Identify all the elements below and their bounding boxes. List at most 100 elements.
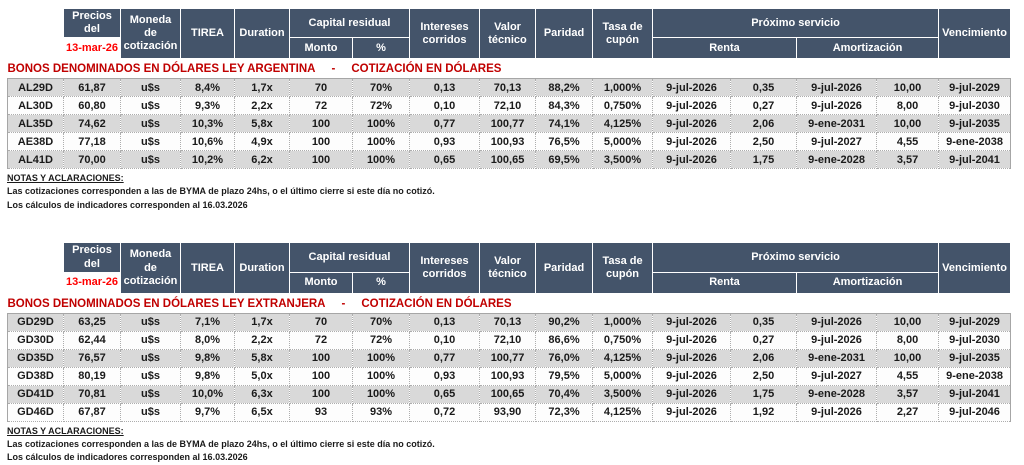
table-row: AL35D 74,62 u$s 10,3% 5,8x 100 100% 0,77 100,77 7… — [7, 114, 1012, 134]
table-cell: 0,65 — [409, 384, 481, 404]
ticker-cell: AE38D — [7, 132, 64, 152]
table-cell: 100,93 — [479, 132, 537, 152]
table-cell: 0,35 — [730, 78, 798, 98]
section-subtitle: COTIZACIÓN EN DÓLARES — [361, 297, 512, 310]
table-cell: 0,27 — [730, 96, 798, 116]
table-cell: 0,93 — [409, 132, 481, 152]
table-cell: 9-ene-2028 — [796, 150, 878, 170]
table-cell: 9-ene-2028 — [796, 384, 878, 404]
ticker-cell: AL29D — [7, 78, 64, 98]
table-cell: 100% — [351, 114, 411, 134]
notes-heading: NOTAS Y ACLARACIONES: — [7, 425, 124, 436]
table-cell: 4,55 — [876, 132, 940, 152]
table-cell: 9,8% — [180, 348, 235, 368]
table-cell: 77,18 — [63, 132, 121, 152]
table-cell: 9-jul-2027 — [796, 366, 878, 386]
table-cell: 0,750% — [592, 96, 654, 116]
table-cell: u$s — [120, 114, 181, 134]
ticker-cell: GD38D — [7, 366, 64, 386]
table-cell: 70 — [289, 78, 353, 98]
section-title: BONOS DENOMINADOS EN DÓLARES LEY ARGENTI… — [7, 63, 316, 76]
ticker-cell: GD30D — [7, 330, 64, 350]
table-cell: 5,000% — [592, 366, 654, 386]
table-cell: u$s — [120, 366, 181, 386]
table-cell: 100 — [289, 150, 353, 170]
table-cell: 7,1% — [180, 312, 235, 332]
bonds-table-ley-extranjera: Precios del Moneda de cotización TIREA D… — [7, 242, 1012, 422]
table-cell: 93,90 — [479, 402, 537, 422]
table-cell: 9-ene-2038 — [938, 132, 1012, 152]
table-cell: 1,000% — [592, 78, 654, 98]
col-header-amortizacion: Amortización — [796, 271, 940, 294]
table-cell: 2,06 — [730, 114, 798, 134]
price-date-cell: 13-mar-26 — [63, 37, 121, 60]
table-cell: 72,3% — [535, 402, 594, 422]
table-cell: 70,13 — [479, 312, 537, 332]
table-cell: u$s — [120, 330, 181, 350]
table-cell: 2,2x — [234, 96, 290, 116]
table-cell: u$s — [120, 78, 181, 98]
table-cell: 90,2% — [535, 312, 594, 332]
table-cell: 0,10 — [409, 330, 481, 350]
table-cell: 60,80 — [63, 96, 121, 116]
table-cell: 0,13 — [409, 312, 481, 332]
table-cell: 9-jul-2041 — [938, 150, 1012, 170]
table-cell: 93% — [351, 402, 411, 422]
ticker-cell: AL35D — [7, 114, 64, 134]
table-cell: u$s — [120, 348, 181, 368]
table-cell: 100,77 — [479, 348, 537, 368]
col-header-precios: Precios del — [63, 242, 121, 273]
table-cell: 9-jul-2026 — [652, 312, 732, 332]
ticker-cell: AL41D — [7, 150, 64, 170]
ticker-cell: GD41D — [7, 384, 64, 404]
table-cell: 8,0% — [180, 330, 235, 350]
table-cell: 100 — [289, 384, 353, 404]
bond-rows-ley-argentina: AL29D 61,87 u$s 8,4% 1,7x 70 70% 0,13 70,13 88,2%… — [7, 78, 1012, 170]
section-title-row: BONOS DENOMINADOS EN DÓLARES LEY EXTRANJ… — [7, 293, 1011, 314]
col-header-tasa-cupon: Tasa de cupón — [592, 7, 654, 60]
col-header-pct: % — [351, 37, 411, 60]
col-header-proximo-servicio: Próximo servicio — [652, 7, 940, 39]
table-cell: 3,500% — [592, 150, 654, 170]
header-blank-cell — [8, 9, 64, 59]
table-cell: 0,77 — [409, 114, 481, 134]
table-cell: 61,87 — [63, 78, 121, 98]
table-cell: 0,27 — [730, 330, 798, 350]
col-header-monto: Monto — [289, 37, 353, 60]
col-header-amortizacion: Amortización — [796, 37, 940, 60]
table-cell: 9-ene-2031 — [796, 114, 878, 134]
note-line: Las cotizaciones corresponden a las de B… — [7, 438, 435, 449]
table-cell: 0,77 — [409, 348, 481, 368]
table-cell: 70,81 — [63, 384, 121, 404]
table-cell: 9-jul-2026 — [652, 150, 732, 170]
table-cell: 9-jul-2030 — [938, 96, 1012, 116]
table-cell: 79,5% — [535, 366, 594, 386]
table-cell: 3,57 — [876, 150, 940, 170]
table-cell: 9-jul-2026 — [652, 330, 732, 350]
table-cell: 9-jul-2035 — [938, 114, 1012, 134]
table-cell: 72,10 — [479, 330, 537, 350]
table-cell: 9-jul-2026 — [652, 78, 732, 98]
table-cell: u$s — [120, 96, 181, 116]
table-cell: 10,2% — [180, 150, 235, 170]
ticker-cell: GD35D — [7, 348, 64, 368]
table-cell: 74,1% — [535, 114, 594, 134]
table-cell: 3,57 — [876, 384, 940, 404]
header-blank-cell — [8, 243, 64, 293]
table-cell: 4,9x — [234, 132, 290, 152]
table-cell: 0,72 — [409, 402, 481, 422]
table-cell: 8,4% — [180, 78, 235, 98]
table-cell: u$s — [120, 132, 181, 152]
table-cell: 72,10 — [479, 96, 537, 116]
col-header-intereses: Intereses corridos — [409, 7, 481, 60]
table-cell: 100% — [351, 348, 411, 368]
table-cell: 70% — [351, 312, 411, 332]
table-row: GD46D 67,87 u$s 9,7% 6,5x 93 93% 0,72 93,90 72,3%… — [7, 402, 1012, 422]
ticker-cell: AL30D — [7, 96, 64, 116]
table-cell: 72 — [289, 330, 353, 350]
table-cell: 76,57 — [63, 348, 121, 368]
bond-rows-ley-extranjera: GD29D 63,25 u$s 7,1% 1,7x 70 70% 0,13 70,13 90,2%… — [7, 312, 1012, 422]
notes-block: NOTAS Y ACLARACIONES: Las cotizaciones c… — [7, 172, 1024, 212]
col-header-tasa-cupon: Tasa de cupón — [592, 242, 654, 294]
